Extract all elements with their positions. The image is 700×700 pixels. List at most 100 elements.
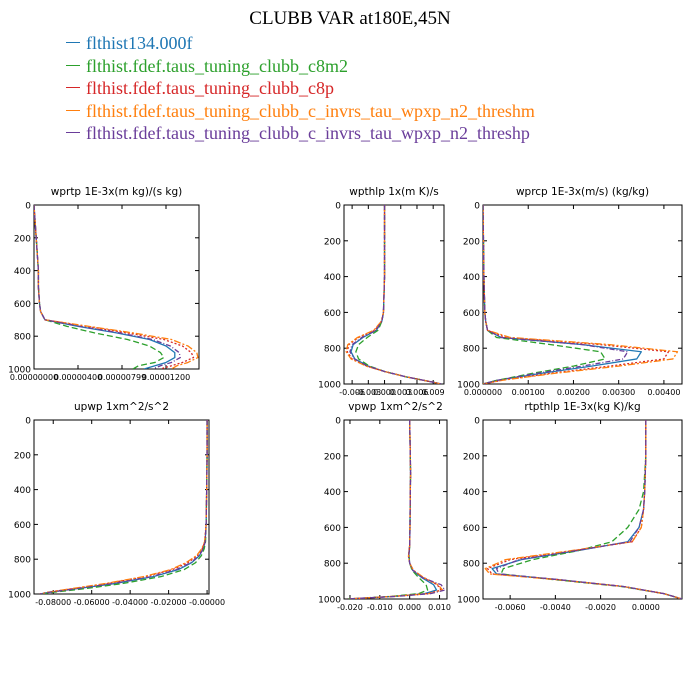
series-line-1 <box>483 205 642 384</box>
x-tick-label: 0.00000000 <box>10 373 58 382</box>
legend-line-swatch <box>66 42 80 44</box>
x-tick-label: 0.009 <box>422 388 445 397</box>
y-tick-label: 400 <box>463 488 480 498</box>
x-tick-label: 0.00100 <box>512 388 545 397</box>
y-tick-label: 0 <box>25 417 31 427</box>
panel-title: rtpthlp 1E-3x(kg K)/kg <box>524 401 640 413</box>
series-line-3 <box>346 420 442 599</box>
panel-title: wprtp 1E-3x(m kg)/(s kg) <box>51 186 182 198</box>
y-tick-label: 1000 <box>318 596 341 606</box>
plot-frame <box>33 419 210 595</box>
series-line-4 <box>345 205 442 384</box>
series-line-3 <box>486 420 682 599</box>
series-line-5 <box>495 420 682 599</box>
y-tick-label: 1000 <box>318 381 341 391</box>
series-line-5 <box>483 205 629 384</box>
x-tick-label: 0.00000400 <box>54 373 102 382</box>
series-line-5 <box>34 205 181 369</box>
series-line-2 <box>483 205 606 384</box>
panel-title: vpwp 1xm^2/s^2 <box>348 401 443 413</box>
y-tick-label: 600 <box>463 309 480 319</box>
legend-line-swatch <box>66 109 80 111</box>
y-tick-label: 800 <box>324 560 341 570</box>
y-tick-label: 600 <box>324 309 341 319</box>
series-line-4 <box>39 420 208 594</box>
y-tick-label: 0 <box>474 202 480 212</box>
y-tick-label: 400 <box>324 488 341 498</box>
legend-label: flthist.fdef.taus_tuning_clubb_c_invrs_t… <box>86 123 530 143</box>
x-tick-label: -0.00000 <box>189 598 225 607</box>
series-line-5 <box>349 205 442 384</box>
series-line-1 <box>491 420 682 599</box>
series-line-3 <box>34 205 195 369</box>
series-line-2 <box>346 420 429 599</box>
legend-item: flthist.fdef.taus_tuning_clubb_c_invrs_t… <box>66 100 535 123</box>
panel-5: vpwp 1xm^2/s^2 0 200 400 600 800 1000-0.020 -0.… <box>318 401 451 612</box>
x-tick-label: -0.08000 <box>35 598 71 607</box>
y-tick-label: 600 <box>14 300 31 310</box>
y-tick-label: 0 <box>335 202 341 212</box>
y-tick-label: 200 <box>463 237 480 247</box>
x-tick-label: 0.00000799 <box>98 373 146 382</box>
series-line-1 <box>346 420 438 599</box>
y-tick-label: 400 <box>324 273 341 283</box>
plot-frame <box>482 419 683 600</box>
series-line-4 <box>483 205 679 384</box>
plot-frame <box>33 204 200 370</box>
x-tick-label: 0.000 <box>398 603 421 612</box>
x-tick-label: -0.0040 <box>540 603 571 612</box>
panel-title: wprcp 1E-3x(m/s) (kg/kg) <box>516 186 649 198</box>
legend-label: flthist134.000f <box>86 33 193 53</box>
x-tick-label: -0.06000 <box>74 598 110 607</box>
x-tick-label: -0.0020 <box>585 603 616 612</box>
panel-2: wpthlp 1x(m K)/s 0 200 400 600 800 1000-0.006-… <box>318 186 445 397</box>
legend-label: flthist.fdef.taus_tuning_clubb_c_invrs_t… <box>86 100 535 121</box>
panel-1: wprtp 1E-3x(m kg)/(s kg) 0 200 400 600 800 100… <box>8 186 200 382</box>
series-line-5 <box>39 420 208 594</box>
series-line-2 <box>34 205 165 369</box>
x-tick-label: 0.00001200 <box>142 373 190 382</box>
plot-frame <box>343 419 448 600</box>
x-tick-label: 0.000000 <box>464 388 502 397</box>
legend-line-swatch <box>66 87 80 89</box>
y-tick-label: 400 <box>14 486 31 496</box>
y-tick-label: 800 <box>463 345 480 355</box>
x-tick-label: 0.000 <box>373 388 396 397</box>
series-line-5 <box>346 420 446 599</box>
series-line-1 <box>39 420 208 594</box>
y-tick-label: 600 <box>463 524 480 534</box>
y-tick-label: 200 <box>324 452 341 462</box>
series-line-1 <box>34 205 176 369</box>
x-tick-label: 0.010 <box>428 603 451 612</box>
series-line-4 <box>484 420 682 599</box>
series-line-4 <box>34 205 199 369</box>
y-tick-label: 200 <box>14 451 31 461</box>
y-tick-label: 800 <box>324 345 341 355</box>
y-tick-label: 400 <box>463 273 480 283</box>
y-tick-label: 600 <box>14 521 31 531</box>
x-tick-label: -0.04000 <box>112 598 148 607</box>
legend-item: flthist134.000f <box>66 32 535 55</box>
legend: flthist134.000f flthist.fdef.taus_tuning_… <box>66 32 535 145</box>
plot-frame <box>482 204 683 385</box>
figure-title: CLUBB VAR at180E,45N <box>249 8 451 29</box>
y-tick-label: 0 <box>25 202 31 212</box>
x-tick-label: -0.010 <box>367 603 393 612</box>
series-line-2 <box>500 420 682 599</box>
y-tick-label: 1000 <box>8 366 31 376</box>
legend-line-swatch <box>66 132 80 134</box>
legend-item: flthist.fdef.taus_tuning_clubb_c8p <box>66 77 535 100</box>
panel-3: wprcp 1E-3x(m/s) (kg/kg) 0 200 400 600 800 100… <box>457 186 683 397</box>
legend-line-swatch <box>66 64 80 66</box>
y-tick-label: 1000 <box>457 596 480 606</box>
y-tick-label: 0 <box>335 417 341 427</box>
series-line-4 <box>346 420 444 599</box>
legend-item: flthist.fdef.taus_tuning_clubb_c_invrs_t… <box>66 122 535 145</box>
series-line-3 <box>483 205 670 384</box>
y-tick-label: 1000 <box>457 381 480 391</box>
panel-6: rtpthlp 1E-3x(kg K)/kg 0 200 400 600 800 1000 -… <box>457 401 683 612</box>
legend-label: flthist.fdef.taus_tuning_clubb_c8p <box>86 78 334 98</box>
x-tick-label: -0.02000 <box>151 598 187 607</box>
